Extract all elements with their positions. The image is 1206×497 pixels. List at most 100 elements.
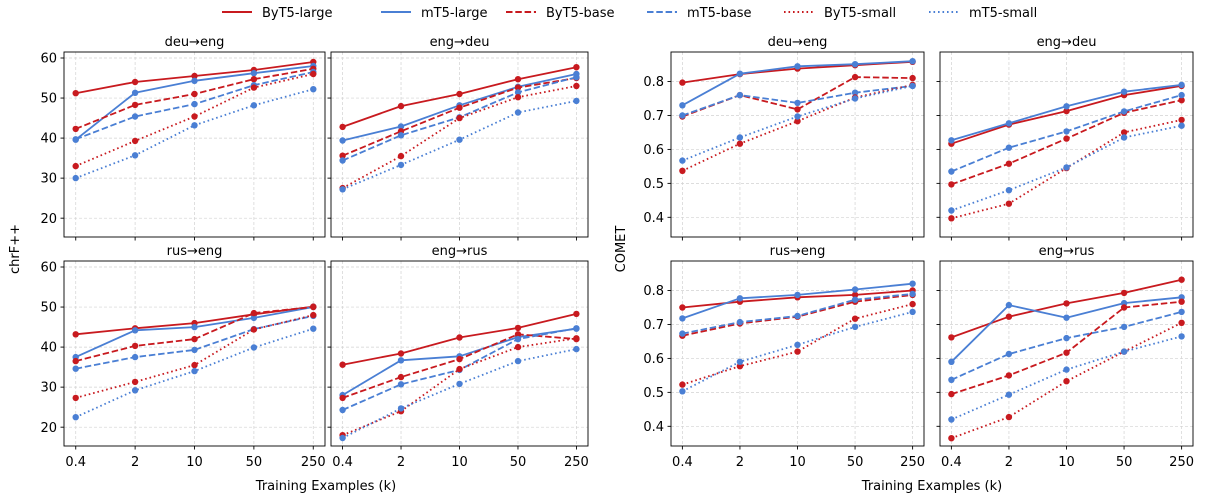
data-point-mt5-large	[191, 77, 198, 85]
data-point-byt5-base	[339, 152, 346, 159]
data-point-mt5-base	[397, 132, 405, 139]
y-tick-label: 0.5	[643, 386, 664, 401]
data-point-mt5-small	[1178, 122, 1185, 129]
data-point-byt5-small	[310, 70, 317, 78]
data-point-byt5-large	[397, 350, 405, 357]
data-point-mt5-base	[573, 74, 580, 81]
data-point-byt5-small	[948, 215, 955, 222]
data-point-mt5-small	[1120, 134, 1128, 141]
data-point-mt5-small	[72, 174, 79, 182]
data-point-mt5-base	[736, 318, 744, 326]
data-point-byt5-base	[310, 303, 317, 311]
data-point-byt5-small	[948, 435, 955, 442]
data-point-mt5-base	[514, 89, 522, 96]
data-point-byt5-base	[851, 73, 859, 81]
data-point-mt5-large	[1178, 294, 1185, 301]
x-tick-label: 50	[510, 455, 527, 470]
data-point-mt5-small	[1063, 366, 1070, 373]
data-point-byt5-base	[1063, 135, 1070, 142]
y-axis-label: chrF++	[8, 224, 23, 274]
panel-title: rus→eng	[770, 244, 826, 259]
data-point-mt5-large	[1063, 314, 1070, 321]
x-tick-label: 250	[1169, 455, 1194, 470]
data-point-byt5-base	[131, 101, 139, 109]
data-point-mt5-small	[514, 109, 522, 116]
x-tick-label: 10	[186, 455, 203, 470]
panel-title: deu→eng	[165, 35, 225, 50]
data-point-mt5-small	[250, 102, 258, 109]
series-byt5-large	[339, 310, 580, 368]
series-mt5-large	[679, 280, 916, 322]
series-byt5-small	[72, 311, 317, 402]
data-point-byt5-small	[250, 326, 258, 333]
data-point-byt5-small	[1178, 319, 1185, 326]
data-point-byt5-small	[794, 118, 801, 125]
y-tick-label: 30	[40, 381, 57, 396]
data-point-byt5-base	[397, 373, 405, 381]
data-point-mt5-large	[131, 89, 139, 97]
data-point-mt5-small	[397, 405, 405, 412]
data-point-byt5-small	[131, 137, 139, 145]
data-point-mt5-base	[948, 376, 955, 383]
panel-rus-eng: 20 30 40 50 60 0.4 2 10 50 250 rus→eng	[40, 244, 325, 470]
x-tick-label: 2	[397, 455, 405, 470]
data-point-mt5-small	[1120, 348, 1128, 355]
data-point-mt5-large	[1178, 81, 1185, 89]
data-point-byt5-base	[1063, 349, 1070, 356]
data-point-byt5-base	[1005, 372, 1013, 379]
data-point-mt5-small	[851, 95, 859, 102]
data-point-mt5-base	[1005, 350, 1013, 358]
data-point-byt5-base	[250, 76, 258, 83]
data-point-mt5-base	[794, 99, 801, 107]
data-point-byt5-small	[1005, 200, 1013, 207]
y-tick-label: 60	[40, 261, 57, 276]
panel-eng-deu: eng→deu	[936, 35, 1194, 241]
data-point-byt5-base	[1178, 97, 1185, 104]
data-point-mt5-small	[794, 341, 801, 348]
panel-eng-deu: eng→deu	[327, 35, 589, 241]
data-point-byt5-base	[909, 74, 916, 82]
data-point-byt5-small	[679, 381, 686, 388]
data-point-mt5-base	[397, 381, 405, 388]
data-point-mt5-small	[1063, 164, 1070, 171]
data-point-mt5-small	[736, 134, 744, 141]
data-point-byt5-large	[191, 72, 198, 80]
data-point-mt5-large	[250, 314, 258, 322]
y-tick-label: 50	[40, 92, 57, 107]
legend-label: ByT5-small	[824, 6, 896, 21]
data-point-mt5-base	[339, 157, 346, 164]
data-point-byt5-base	[456, 104, 463, 111]
data-point-mt5-large	[794, 291, 801, 299]
data-point-byt5-base	[1005, 160, 1013, 167]
data-point-mt5-large	[679, 315, 686, 322]
y-tick-label: 0.5	[643, 177, 664, 192]
series-mt5-base	[679, 290, 916, 337]
x-axis-label: Training Examples (k)	[255, 479, 396, 494]
data-point-mt5-small	[573, 97, 580, 105]
data-point-mt5-small	[514, 357, 522, 365]
data-point-byt5-large	[456, 90, 463, 98]
panel-rus-eng: 0.4 0.5 0.6 0.7 0.8 0.4 2 10 50 250 rus→eng	[643, 244, 925, 470]
data-point-byt5-small	[1178, 116, 1185, 124]
series-mt5-small	[72, 86, 317, 182]
series-line-mt5-small	[75, 327, 314, 419]
data-point-byt5-small	[131, 378, 139, 386]
data-point-mt5-large	[1005, 120, 1013, 127]
x-axis-label: Training Examples (k)	[861, 479, 1002, 494]
legend-label: mT5-small	[969, 6, 1037, 21]
data-point-mt5-large	[909, 58, 916, 65]
data-point-mt5-large	[1120, 299, 1128, 307]
data-point-byt5-small	[514, 343, 522, 351]
data-point-mt5-small	[456, 380, 463, 388]
data-point-mt5-base	[1178, 308, 1185, 316]
series-mt5-large	[948, 81, 1185, 144]
data-point-mt5-small	[736, 358, 744, 365]
data-point-byt5-large	[514, 324, 522, 332]
legend: ByT5-large mT5-large ByT5-base mT5-base ByT5…	[222, 6, 1037, 21]
x-tick-label: 250	[564, 455, 589, 470]
data-point-byt5-base	[1178, 298, 1185, 305]
data-point-mt5-base	[131, 353, 139, 361]
panel-title: eng→deu	[1037, 35, 1097, 50]
chrf-panel-group: 20 30 40 50 60 deu→eng eng→deu 20 30 40 50 60 0.4 2 10…	[8, 35, 589, 494]
x-tick-label: 2	[1005, 455, 1013, 470]
